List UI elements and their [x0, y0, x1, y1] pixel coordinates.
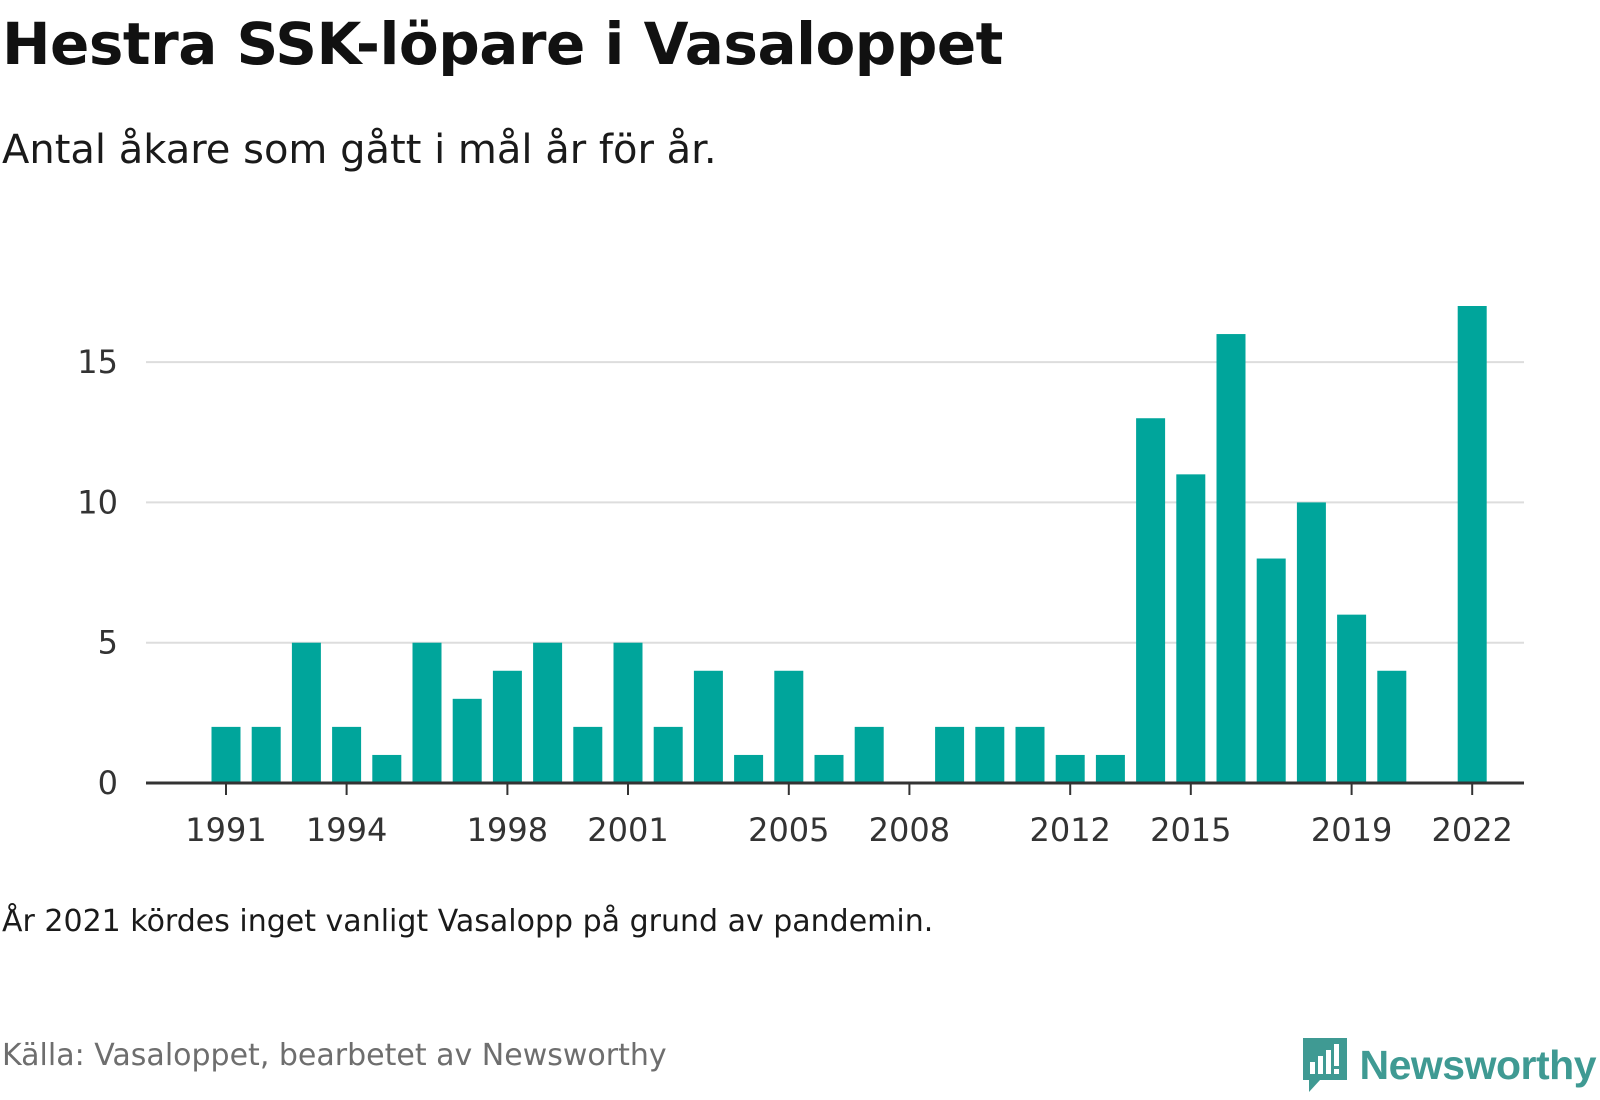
newsworthy-brand[interactable]: Newsworthy — [1300, 1030, 1597, 1100]
bar-1994 — [332, 726, 362, 783]
bar-2006 — [814, 754, 844, 783]
bar-2017 — [1256, 558, 1286, 783]
bar-1995 — [372, 754, 402, 783]
bar-2014 — [1136, 418, 1166, 783]
bar-2004 — [734, 754, 764, 783]
bar-2002 — [653, 726, 683, 783]
bars — [211, 306, 1487, 783]
newsworthy-logo-icon — [1302, 1038, 1347, 1092]
bar-2003 — [693, 670, 723, 783]
bar-2018 — [1296, 502, 1326, 783]
bar-1992 — [251, 726, 281, 783]
y-tick-label: 15 — [77, 343, 118, 381]
y-tick-label: 10 — [77, 483, 118, 521]
bar-2009 — [935, 726, 965, 783]
bar-chart: 0 5 10 15 1991 1994 1998 2001 2005 2008 2012 2015 20… — [77, 306, 1524, 849]
axes: 0 5 10 15 1991 1994 1998 2001 2005 2008 2012 2015 20… — [77, 343, 1524, 849]
x-tick-label: 2015 — [1150, 811, 1231, 849]
chart-footnote: År 2021 kördes inget vanligt Vasalopp på… — [2, 904, 934, 939]
bar-2022 — [1457, 306, 1487, 783]
x-tick-label: 2019 — [1311, 811, 1392, 849]
bar-2011 — [1015, 726, 1045, 783]
bar-1997 — [452, 698, 482, 783]
gridlines — [146, 361, 1524, 644]
bar-1993 — [291, 642, 321, 783]
source-credit: Källa: Vasaloppet, bearbetet av Newswort… — [2, 1038, 667, 1073]
chart-subtitle: Antal åkare som gått i mål år för år. — [2, 127, 717, 173]
y-tick-label: 5 — [98, 624, 118, 662]
bar-2019 — [1337, 614, 1367, 783]
bar-2010 — [975, 726, 1005, 783]
bar-2013 — [1095, 754, 1125, 783]
bar-2001 — [613, 642, 643, 783]
bar-2005 — [774, 670, 804, 783]
bar-2000 — [573, 726, 603, 783]
bar-1991 — [211, 726, 241, 783]
brand-name: Newsworthy — [1359, 1041, 1597, 1088]
bar-1999 — [533, 642, 563, 783]
x-tick-label: 1998 — [467, 811, 548, 849]
x-tick-label: 1994 — [306, 811, 387, 849]
x-tick-label: 2022 — [1431, 811, 1512, 849]
bar-1996 — [412, 642, 442, 783]
x-tick-label: 2008 — [869, 811, 950, 849]
bar-2012 — [1055, 754, 1085, 783]
y-tick-label: 0 — [98, 764, 118, 802]
bar-2015 — [1176, 474, 1206, 783]
bar-2020 — [1377, 670, 1407, 783]
x-tick-label: 2005 — [748, 811, 829, 849]
bar-1998 — [492, 670, 522, 783]
x-tick-label: 1991 — [185, 811, 266, 849]
x-tick-label: 2012 — [1029, 811, 1110, 849]
bar-2007 — [854, 726, 884, 783]
x-tick-label: 2001 — [587, 811, 668, 849]
bar-2016 — [1216, 334, 1246, 783]
chart-title: Hestra SSK-löpare i Vasaloppet — [2, 10, 1003, 78]
